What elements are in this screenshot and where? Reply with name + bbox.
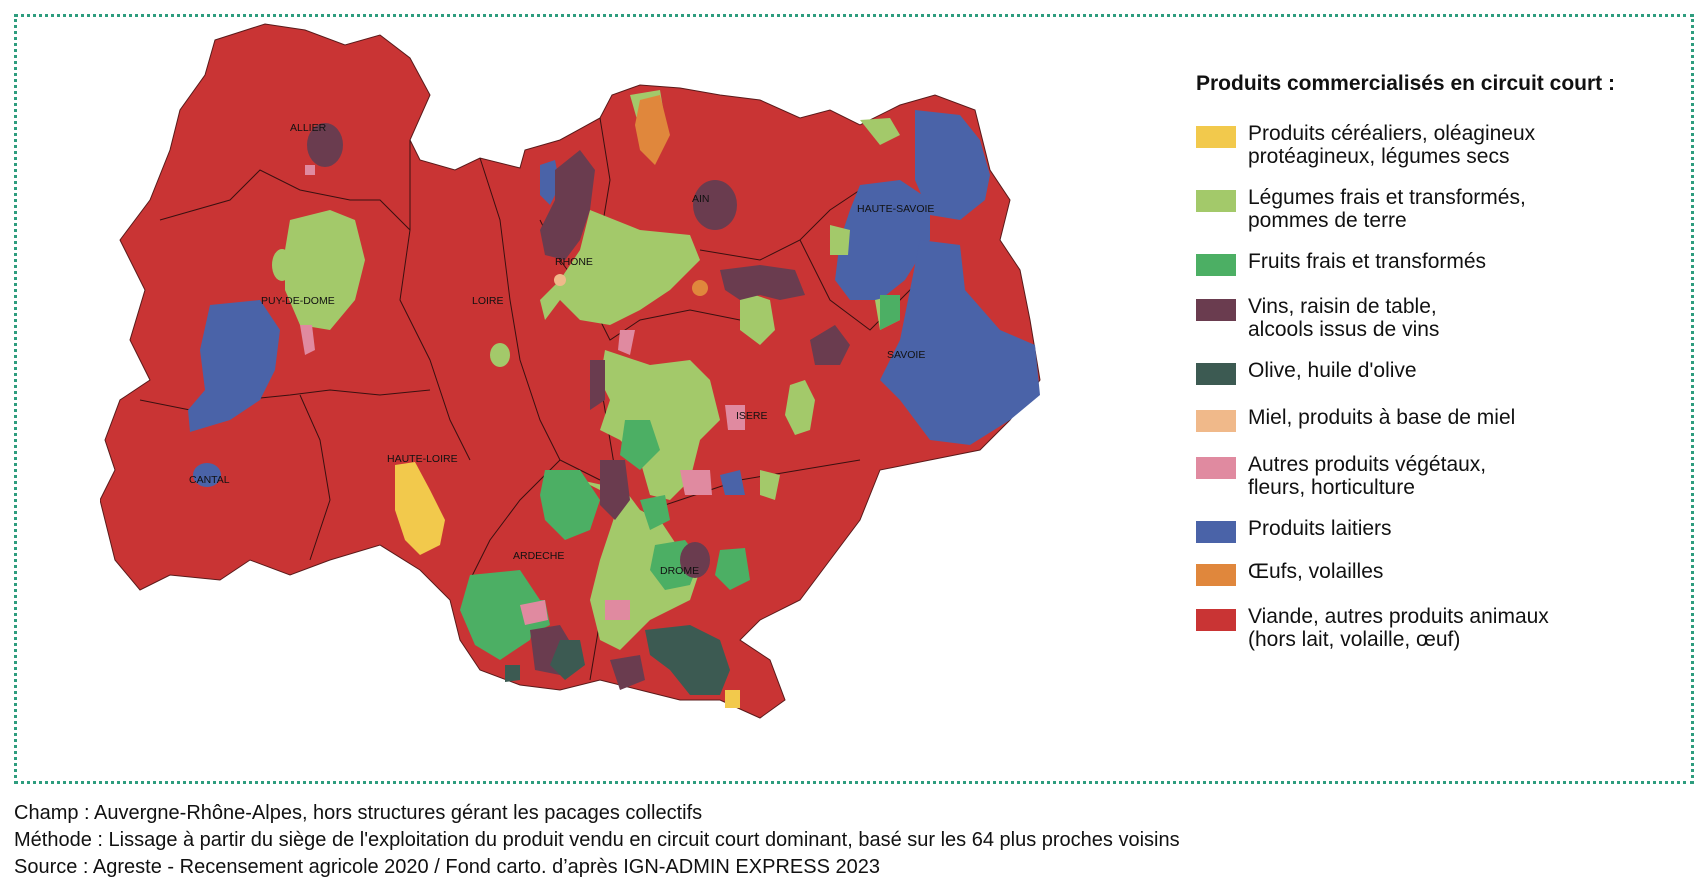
legend-swatch <box>1196 363 1236 385</box>
legend-label-line1: Miel, produits à base de miel <box>1248 406 1516 429</box>
dept-label-drome: DROME <box>660 565 699 577</box>
map-frame <box>14 14 1694 784</box>
dept-label-allier: ALLIER <box>290 122 327 134</box>
legend-label-line1: Produits laitiers <box>1248 517 1392 540</box>
legend-item: Vins, raisin de table, alcools issus de v… <box>1196 295 1686 341</box>
cropped-title-edge <box>0 0 1708 6</box>
map-notes: Champ : Auvergne-Rhône-Alpes, hors struc… <box>14 800 1180 881</box>
dairy-zones <box>188 110 1040 495</box>
note-source: Source : Agreste - Recensement agricole … <box>14 856 880 878</box>
legend-label-line2: protéagineux, légumes secs <box>1248 145 1510 168</box>
legend-item: Miel, produits à base de miel <box>1196 406 1686 432</box>
legend-item: Autres produits végétaux, fleurs, horticu… <box>1196 453 1686 499</box>
legend-label-line2: alcools issus de vins <box>1248 318 1440 341</box>
legend-label-line2: fleurs, horticulture <box>1248 476 1415 499</box>
legend-swatch <box>1196 609 1236 631</box>
honey-zones <box>554 274 566 286</box>
legend-swatch <box>1196 254 1236 276</box>
map-legend: Produits commercialisés en circuit court… <box>1196 72 1686 669</box>
dept-label-ain: AIN <box>692 193 710 205</box>
dept-label-isere: ISERE <box>736 410 768 422</box>
legend-label-line2: pommes de terre <box>1248 209 1407 232</box>
dept-label-haute-loire: HAUTE-LOIRE <box>387 453 458 465</box>
cereal-zones <box>395 462 740 708</box>
dept-label-cantal: CANTAL <box>189 474 230 486</box>
legend-label-line1: Légumes frais et transformés, <box>1248 186 1526 209</box>
legend-item: Œufs, volailles <box>1196 560 1686 586</box>
legend-label-line1: Vins, raisin de table, <box>1248 295 1437 318</box>
legend-swatch <box>1196 457 1236 479</box>
dept-label-puy-de-dome: PUY-DE-DOME <box>261 295 335 307</box>
dept-label-haute-savoie: HAUTE-SAVOIE <box>857 203 934 215</box>
legend-swatch <box>1196 410 1236 432</box>
department-labels: ALLIER PUY-DE-DOME CANTAL HAUTE-LOIRE LO… <box>189 122 934 577</box>
legend-title: Produits commercialisés en circuit court… <box>1196 72 1615 95</box>
legend-label-line1: Autres produits végétaux, <box>1248 453 1487 476</box>
legend-item: Fruits frais et transformés <box>1196 250 1686 276</box>
note-champ: Champ : Auvergne-Rhône-Alpes, hors struc… <box>14 802 703 824</box>
dept-label-rhone: RHONE <box>555 256 593 268</box>
dept-label-loire: LOIRE <box>472 295 504 307</box>
legend-label-line1: Fruits frais et transformés <box>1248 250 1487 273</box>
wine-zones <box>307 123 850 690</box>
legend-item: Légumes frais et transformés, pommes de t… <box>1196 186 1686 232</box>
legend-label-line1: Viande, autres produits animaux <box>1248 605 1549 628</box>
poultry-zones <box>635 95 708 296</box>
legend-items: Produits céréaliers, oléagineux protéagin… <box>1196 122 1686 651</box>
legend-swatch <box>1196 126 1236 148</box>
note-methode: Méthode : Lissage à partir du siège de l… <box>14 829 1180 851</box>
legend-swatch <box>1196 564 1236 586</box>
legend-label-line1: Olive, huile d'olive <box>1248 359 1417 382</box>
legend-item: Olive, huile d'olive <box>1196 359 1686 385</box>
legend-item: Produits céréaliers, oléagineux protéagin… <box>1196 122 1686 168</box>
legend-label-line1: Produits céréaliers, oléagineux <box>1248 122 1536 145</box>
fruit-zones <box>460 295 900 660</box>
legend-swatch <box>1196 521 1236 543</box>
dept-label-ardeche: ARDECHE <box>513 550 564 562</box>
legend-swatch <box>1196 299 1236 321</box>
legend-item: Produits laitiers <box>1196 517 1686 543</box>
legend-item: Viande, autres produits animaux (hors lai… <box>1196 605 1686 651</box>
legend-swatch <box>1196 190 1236 212</box>
region-map: ALLIER PUY-DE-DOME CANTAL HAUTE-LOIRE LO… <box>100 23 1041 719</box>
olive-zones <box>505 625 730 695</box>
horticulture-zones <box>300 165 745 625</box>
legend-label-line1: Œufs, volailles <box>1248 560 1384 583</box>
dept-label-savoie: SAVOIE <box>887 349 925 361</box>
legend-label-line2: (hors lait, volaille, œuf) <box>1248 628 1461 651</box>
